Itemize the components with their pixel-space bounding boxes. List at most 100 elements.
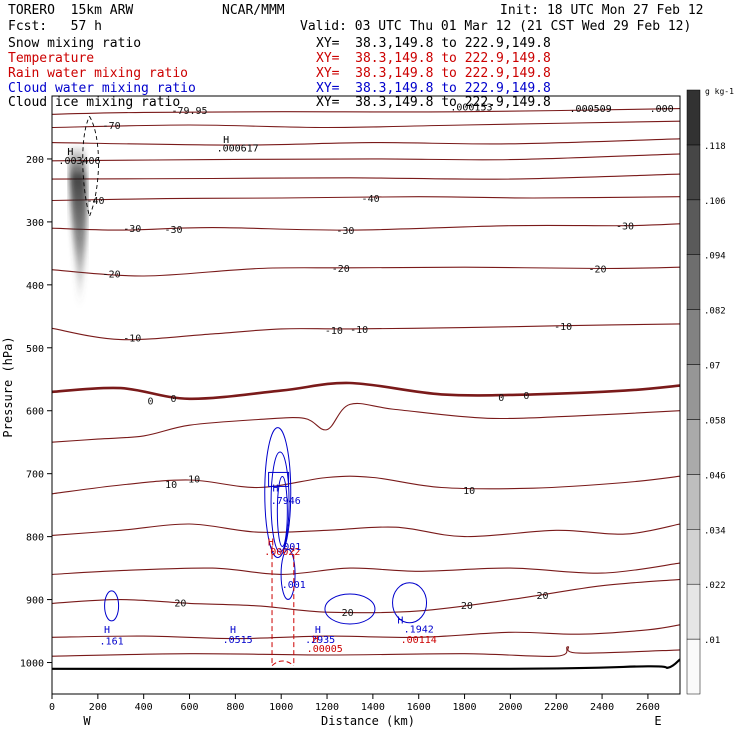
value-label-15: H xyxy=(230,625,236,636)
snow-shading xyxy=(69,146,87,311)
value-label-20: .00005 xyxy=(307,644,343,655)
isotherm-9 xyxy=(52,381,680,401)
legend-cloud-ice-label: Cloud ice mixing ratio xyxy=(8,95,181,110)
isotherm-1 xyxy=(52,120,680,129)
x-tick-label-2: 400 xyxy=(135,702,153,713)
colorbar-label-8: .106 xyxy=(704,197,726,207)
value-label-17: H xyxy=(315,625,321,636)
colorbar-swatch-2 xyxy=(686,529,701,585)
cloud-water-top xyxy=(268,471,290,487)
legend-rain-xy: XY= 38.3,149.8 to 222.9,149.8 xyxy=(316,66,551,81)
value-label-14: .161 xyxy=(100,636,124,647)
isotherm-3 xyxy=(52,153,680,162)
value-label-7: H xyxy=(272,484,278,495)
isotherm-10 xyxy=(52,402,680,443)
value-label-1: .003406 xyxy=(58,156,100,167)
isotherm-label-23: 20 xyxy=(342,608,354,619)
y-tick-label-2: 400 xyxy=(26,281,44,292)
colorbar-label-7: .094 xyxy=(704,252,726,262)
colorbar-units: g kg-1 xyxy=(705,87,734,96)
value-label-9: H xyxy=(268,538,274,549)
isotherm-4 xyxy=(52,173,680,180)
colorbar-swatch-7 xyxy=(686,254,701,310)
colorbar-swatch-9 xyxy=(686,144,701,201)
y-axis-label: Pressure (hPa) xyxy=(1,336,15,437)
x-tick-label-0: 0 xyxy=(49,702,55,713)
x-tick-label-11: 2200 xyxy=(544,702,568,713)
snow-contour xyxy=(82,90,98,94)
colorbar-swatch-5 xyxy=(686,364,701,420)
isotherm-11 xyxy=(52,475,680,495)
isotherm-label-10: -20 xyxy=(588,264,606,275)
y-tick-label-7: 900 xyxy=(26,596,44,607)
y-tick-label-1: 300 xyxy=(26,218,44,229)
isotherm-label-5: -30 xyxy=(164,225,182,236)
colorbar-swatch-10 xyxy=(686,89,701,146)
center-title: NCAR/MMM xyxy=(222,3,285,18)
isotherm-label-14: -10 xyxy=(554,322,572,333)
colorbar-label-3: .046 xyxy=(704,471,726,481)
value-label-22: .1942 xyxy=(404,625,434,636)
isotherm-2 xyxy=(52,138,680,146)
value-label-21: H xyxy=(397,616,403,627)
isotherm-label-20: 10 xyxy=(188,475,200,486)
value-label-10: .00022 xyxy=(264,547,300,558)
isotherm-label-17: 0 xyxy=(498,393,504,404)
isotherm-label-18: 0 xyxy=(523,391,529,402)
value-label-13: H xyxy=(104,625,110,636)
y-tick-label-5: 700 xyxy=(26,470,44,481)
value-label-5: .000509 xyxy=(570,104,612,115)
ice-contour xyxy=(82,116,99,218)
y-tick-label-4: 600 xyxy=(26,407,44,418)
colorbar-label-2: .034 xyxy=(704,526,726,536)
isotherm-label-2: -40 xyxy=(87,196,105,207)
x-tick-label-5: 1000 xyxy=(269,702,293,713)
isotherm-label-1: -70 xyxy=(103,121,121,132)
cloud-water-contour-5 xyxy=(324,593,376,625)
value-label-3: .000617 xyxy=(217,144,259,155)
legend-cloud-ice-xy: XY= 38.3,149.8 to 222.9,149.8 xyxy=(316,95,551,110)
x-tick-label-9: 1800 xyxy=(453,702,477,713)
colorbar-label-0: .01 xyxy=(704,636,720,646)
valid-time: Valid: 03 UTC Thu 01 Mar 12 (21 CST Wed … xyxy=(300,19,692,34)
value-label-2: H xyxy=(223,135,229,146)
cloud-water-contour-6 xyxy=(392,582,428,624)
isotherm-8 xyxy=(52,323,680,341)
colorbar-swatch-0 xyxy=(686,638,701,695)
cloud-water-contour-2 xyxy=(276,475,288,547)
isotherm-label-19: 10 xyxy=(165,480,177,491)
isotherm-label-9: -20 xyxy=(332,264,350,275)
colorbar-swatch-3 xyxy=(686,474,701,530)
colorbar-swatch-4 xyxy=(686,419,701,475)
value-label-18: .2935 xyxy=(305,635,335,646)
colorbar-label-9: .118 xyxy=(704,142,726,152)
x-tick-label-4: 800 xyxy=(226,702,244,713)
value-label-11: .001 xyxy=(277,542,301,553)
isotherm-label-12: -10 xyxy=(325,326,343,337)
init-time: Init: 18 UTC Mon 27 Feb 12 xyxy=(500,3,704,18)
isotherm-14 xyxy=(52,578,680,614)
isotherm-0 xyxy=(52,108,680,115)
x-tick-label-7: 1400 xyxy=(361,702,385,713)
value-label-12: .001 xyxy=(282,580,306,591)
isotherm-label-4: -30 xyxy=(123,224,141,235)
isotherm-label-7: -30 xyxy=(616,222,634,233)
value-label-0: H xyxy=(67,147,73,158)
isotherm-label-11: -10 xyxy=(123,334,141,345)
colorbar-label-6: .082 xyxy=(704,307,726,317)
isotherm-label-24: 20 xyxy=(461,601,473,612)
value-label-19: H xyxy=(313,635,319,646)
cloud-water-contour-1 xyxy=(270,451,290,553)
legend-cloud-water-label: Cloud water mixing ratio xyxy=(8,81,196,96)
terrain-line xyxy=(52,658,680,671)
value-label-16: .0515 xyxy=(223,635,253,646)
isotherm-label-16: 0 xyxy=(170,394,176,405)
cloud-water-contour-3 xyxy=(280,548,296,600)
y-tick-label-3: 500 xyxy=(26,344,44,355)
legend-temperature-label: Temperature xyxy=(8,51,95,66)
rain-contour xyxy=(271,546,295,667)
isotherm-12 xyxy=(52,523,680,538)
y-tick-label-8: 1000 xyxy=(20,659,44,670)
model-title: TORERO 15km ARW xyxy=(8,3,134,18)
cloud-water-contour-0 xyxy=(264,427,292,559)
